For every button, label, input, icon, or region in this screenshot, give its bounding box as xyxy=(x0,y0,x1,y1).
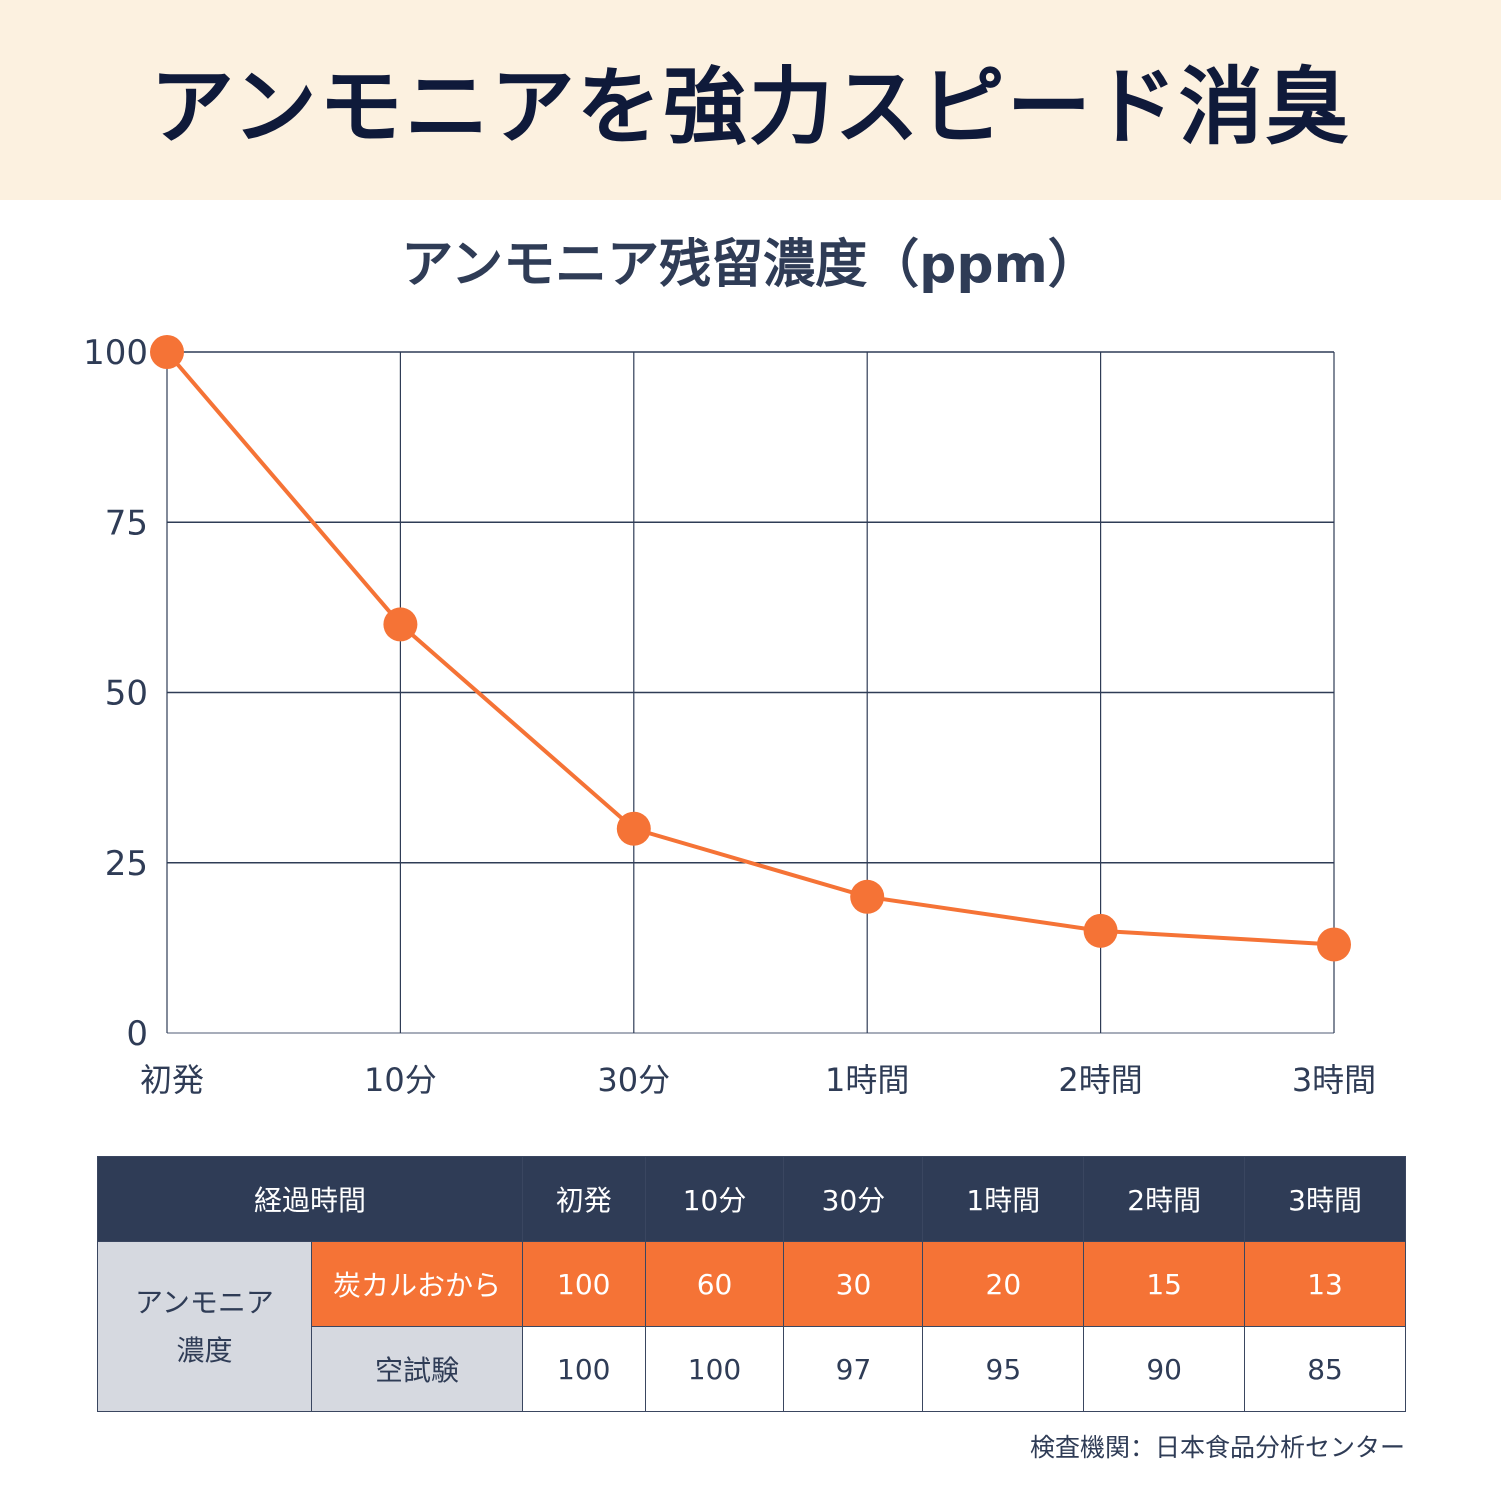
line-chart: 0 25 50 75 100 初発 10分 30分 1時間 2時間 3時間 xyxy=(83,333,1376,1099)
y-tick-label: 25 xyxy=(105,844,148,884)
table-cell: 30 xyxy=(783,1241,924,1327)
table-cell: 13 xyxy=(1244,1241,1406,1327)
data-point xyxy=(1083,913,1118,948)
data-point xyxy=(150,335,184,369)
data-point xyxy=(1317,927,1351,962)
y-tick-label: 0 xyxy=(126,1014,148,1054)
x-tick-label: 3時間 xyxy=(1292,1061,1376,1099)
y-tick-label: 100 xyxy=(83,333,148,373)
table-header-row: 経過時間 初発 10分 30分 1時間 2時間 3時間 xyxy=(97,1156,1406,1242)
table-header-cell: 3時間 xyxy=(1244,1156,1406,1242)
x-tick-label: 初発 xyxy=(140,1061,204,1099)
group-label-line2: 濃度 xyxy=(176,1333,233,1367)
x-axis-ticks: 初発 10分 30分 1時間 2時間 3時間 xyxy=(140,1061,1376,1099)
x-tick-label: 2時間 xyxy=(1058,1061,1142,1099)
source-note: 検査機関：日本食品分析センター xyxy=(1029,1433,1405,1462)
headline-banner: アンモニアを強力スピード消臭 xyxy=(0,0,1501,200)
table-header-cell: 2時間 xyxy=(1083,1156,1246,1242)
table-cell: 15 xyxy=(1083,1241,1246,1327)
table-row: 空試験 100 100 97 95 90 85 xyxy=(98,1326,1406,1412)
chart-title: アンモニア残留濃度（ppm） xyxy=(401,235,1100,295)
table-header-cell: 30分 xyxy=(783,1156,924,1242)
group-label-line1: アンモニア xyxy=(135,1285,274,1319)
table-cell: 90 xyxy=(1083,1326,1246,1412)
data-point xyxy=(850,879,885,914)
y-tick-label: 75 xyxy=(105,503,148,543)
row-label: 炭カルおから xyxy=(311,1241,523,1327)
data-point xyxy=(383,607,418,642)
table-cell: 97 xyxy=(783,1326,924,1412)
y-axis-ticks: 0 25 50 75 100 xyxy=(83,333,148,1054)
table-cell: 100 xyxy=(522,1241,646,1327)
headline-title: アンモニアを強力スピード消臭 xyxy=(150,57,1351,156)
x-tick-label: 10分 xyxy=(364,1061,437,1099)
data-table: 経過時間 初発 10分 30分 1時間 2時間 3時間 アンモニア 濃度 炭カル… xyxy=(97,1156,1406,1412)
table-header-cell: 初発 xyxy=(522,1156,646,1242)
table-header-cell: 10分 xyxy=(644,1156,785,1242)
table-header-label: 経過時間 xyxy=(97,1156,523,1242)
table-cell: 20 xyxy=(922,1241,1085,1327)
data-point xyxy=(616,811,651,846)
table-cell: 100 xyxy=(522,1326,646,1412)
table-row: アンモニア 濃度 炭カルおから 100 60 30 20 15 13 xyxy=(97,1241,1406,1412)
x-tick-label: 30分 xyxy=(597,1061,670,1099)
chart-grid xyxy=(166,351,1335,1034)
table-cell: 100 xyxy=(644,1326,785,1412)
series-line xyxy=(165,350,1335,947)
chart-series xyxy=(150,335,1351,962)
y-tick-label: 50 xyxy=(105,674,148,714)
row-label: 空試験 xyxy=(311,1326,523,1412)
table-cell: 85 xyxy=(1244,1326,1406,1412)
table-cell: 60 xyxy=(644,1241,785,1327)
table-cell: 95 xyxy=(922,1326,1085,1412)
table-header-cell: 1時間 xyxy=(922,1156,1085,1242)
x-tick-label: 1時間 xyxy=(825,1061,909,1099)
table-group-label: アンモニア 濃度 xyxy=(97,1241,312,1412)
